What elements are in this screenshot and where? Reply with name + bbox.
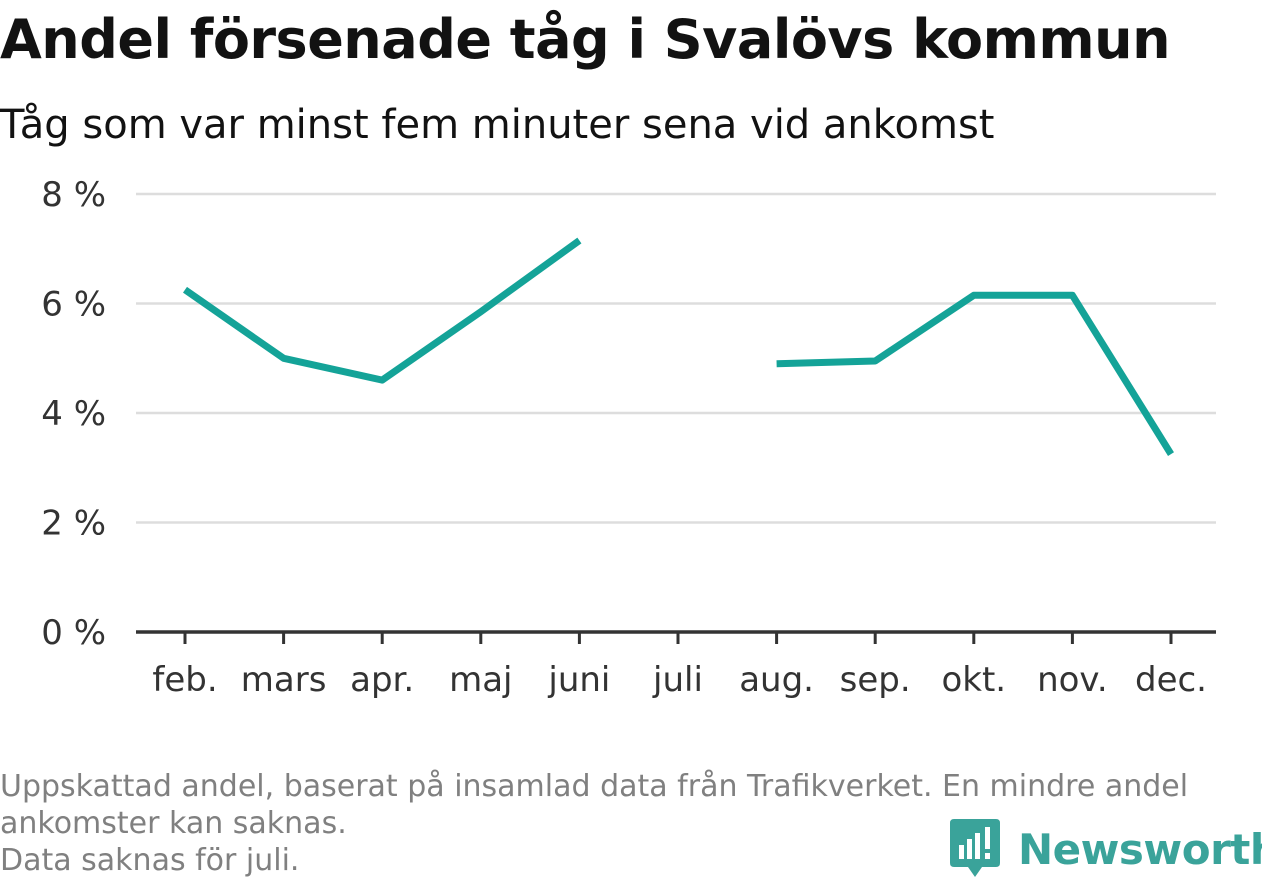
- footnote: Uppskattad andel, baserat på insamlad da…: [0, 768, 1250, 879]
- y-tick-label: 6 %: [41, 285, 106, 325]
- brand-logo: Newsworthy: [950, 818, 1262, 880]
- footnote-line: Data saknas för juli.: [0, 843, 300, 878]
- y-tick-label: 4 %: [41, 394, 106, 434]
- series-line: [183, 237, 582, 384]
- y-tick-label: 8 %: [41, 175, 106, 215]
- chart-title: Andel försenade tåg i Svalövs kommun: [0, 8, 1171, 71]
- series-line: [776, 291, 1174, 456]
- newsworthy-logo-icon: [950, 819, 1000, 877]
- x-tick-label: juli: [652, 660, 703, 700]
- x-tick-label: maj: [449, 660, 512, 700]
- chart-subtitle: Tåg som var minst fem minuter sena vid a…: [0, 102, 995, 148]
- x-tick-label: aug.: [739, 660, 814, 700]
- x-tick-label: dec.: [1135, 660, 1207, 700]
- footnote-line: ankomster kan saknas.: [0, 806, 347, 841]
- y-tick-label: 2 %: [41, 504, 106, 544]
- x-tick-label: nov.: [1037, 660, 1108, 700]
- x-tick-label: okt.: [941, 660, 1006, 700]
- brand-name: Newsworthy: [1018, 824, 1262, 874]
- x-tick-label: mars: [241, 660, 327, 700]
- x-tick-label: apr.: [350, 660, 414, 700]
- x-tick-label: juni: [547, 660, 610, 700]
- footnote-line: Uppskattad andel, baserat på insamlad da…: [0, 769, 1189, 804]
- x-tick-label: feb.: [152, 660, 217, 700]
- x-tick-label: sep.: [840, 660, 911, 700]
- y-tick-label: 0 %: [41, 613, 106, 653]
